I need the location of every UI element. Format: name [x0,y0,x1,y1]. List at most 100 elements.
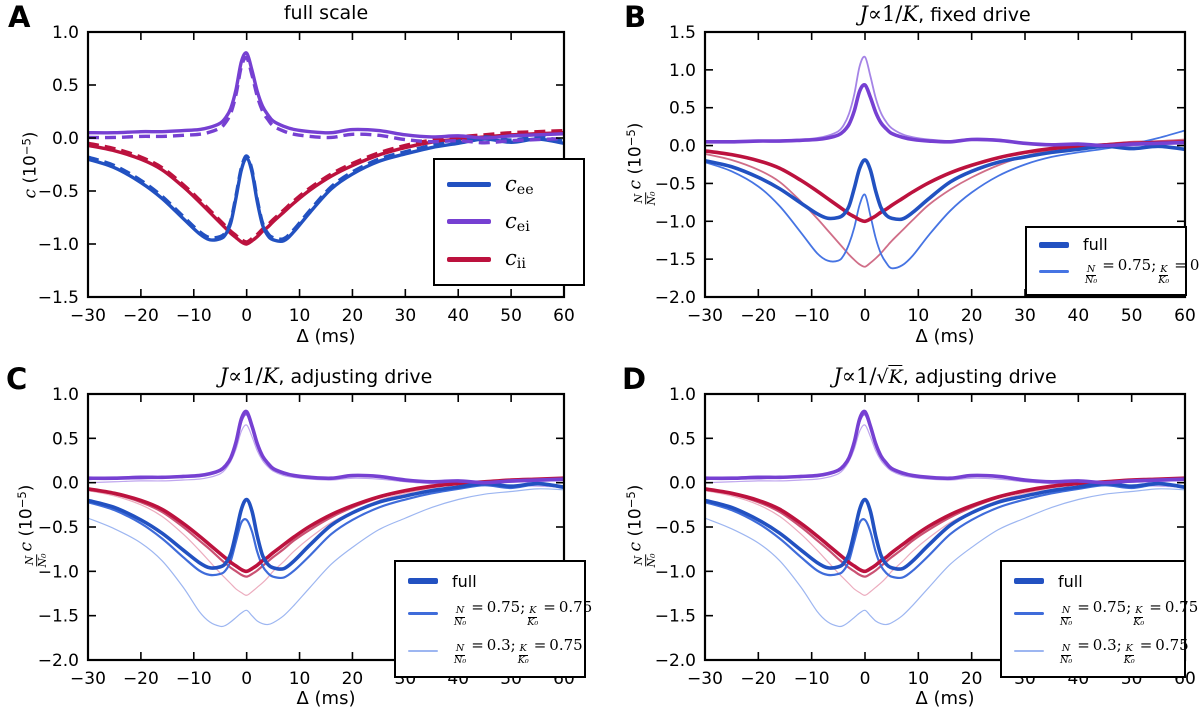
legend-row: full [408,572,572,591]
y-tick-label: 1.0 [52,23,79,43]
y-tick-label: −0.5 [655,174,696,194]
curve-cee-full [705,144,1185,222]
legend-row: cee [447,172,571,198]
y-tick-label: 1.0 [52,385,79,405]
panel-d: −30 −20 −10 0 10 20 30 40 50 60 1.0 0.5 0.0 −0.5 −1.0−… [600,362,1200,724]
legend-line-sample [408,611,438,615]
y-axis-label: c (10−5) [19,131,41,198]
panel-c: −30 −20 −10 0 10 20 30 40 50 60 1.0 0.5 0.0 −0.5 −1.0−… [0,362,600,724]
y-tick-label: −1.0 [38,562,79,582]
curve-cee-30-adj [88,488,564,628]
legend-line-sample [408,650,438,652]
panel-letter-a: A [8,0,31,34]
y-tick-label: −1.5 [655,607,696,627]
legend-label: full [452,571,477,591]
tick-labels: −30 −20 −10 0 10 20 30 40 50 60 1.5 1.0 0.5 0.0 −0.5 −1… [655,23,1196,326]
curve-cee-full [88,481,564,571]
y-axis-label: N N₀ c (10−5) [15,484,49,568]
y-tick-label: 0.0 [52,129,79,149]
curve-cei-full [88,409,564,485]
x-tick-label: −10 [794,306,830,326]
tick-labels: −30 −20 −10 0 10 20 30 40 50 60 1.0 0.5 0.0 −0.5 −1.0 −… [38,23,575,326]
x-tick-label: 40 [1068,306,1090,326]
curve-cei-full [705,409,1185,485]
x-tick-label: 0 [860,306,871,326]
plot-area-c: −30 −20 −10 0 10 20 30 40 50 601.00.50.0−0.5−1.0−… [38,385,575,689]
legend: full N N₀ = 0.75; K K₀ = 0.75 N N₀ = 0.3; K K₀ =… [1000,560,1198,678]
x-tick-label: 60 [1174,306,1196,326]
curve-cee-75-adj [705,483,1185,580]
x-tick-label: 30 [395,306,417,326]
legend-label: N N₀ = 0.3; K K₀ = 0.75 [1060,635,1189,666]
legend-line-sample [1014,650,1044,652]
x-tick-label: −10 [176,669,212,689]
x-tick-label: 10 [289,669,311,689]
x-tick-label: 40 [447,306,469,326]
y-tick-label: −0.5 [655,518,696,538]
x-tick-label: 30 [1014,306,1036,326]
x-tick-label: 60 [553,306,575,326]
x-tick-label: −30 [70,669,106,689]
plot-spines [703,30,1187,299]
curve-cee-75-fixed [705,129,1185,270]
legend-row: full [1039,235,1173,254]
x-tick-label: 50 [1121,306,1143,326]
panel-title: J∝1/K, adjusting drive [219,364,433,388]
y-axis-label: N N₀ c (10−5) [624,484,658,568]
x-tick-label: −20 [740,306,776,326]
x-tick-label: −30 [687,306,723,326]
legend-row: cii [447,246,571,272]
panel-b: −30 −20 −10 0 10 20 30 40 50 60 1.5 1.0 0.5 0.0 −0.5 −1… [600,0,1200,362]
curve-cee-30-adj [705,488,1185,628]
legend-label: NN₀ = 0.75;KK₀ = 0.75 [1085,256,1200,287]
legend-label: N N₀ = 0.3; K K₀ = 0.75 [454,635,583,666]
legend-line-sample [1014,611,1044,615]
y-tick-label: 0.0 [669,474,696,494]
y-tick-label: 0.5 [52,76,79,96]
x-tick-label: 20 [342,669,364,689]
legend-line-sample [447,256,491,262]
legend-line-sample [447,182,491,188]
x-tick-label: 10 [289,306,311,326]
x-tick-label: −30 [70,306,106,326]
legend-line-sample [1039,241,1069,248]
y-tick-label: −2.0 [38,651,79,671]
y-tick-label: −2.0 [655,651,696,671]
curve-cee-sim [88,137,564,244]
x-axis-label: Δ (ms) [296,688,356,709]
legend: full NN₀ = 0.75;KK₀ = 0.75 [1025,226,1200,296]
curve-cei-sim [88,51,564,140]
legend-row: NN₀ = 0.75;KK₀ = 0.75 [1039,256,1200,286]
panel-a: −30 −20 −10 0 10 20 30 40 50 60 1.0 0.5 0.0 −0.5 −1.0 −… [0,0,600,362]
y-tick-label: 1.0 [669,61,696,81]
y-tick-label: −1.0 [655,562,696,582]
y-tick-label: −0.5 [38,182,79,202]
panel-letter-b: B [624,0,647,34]
legend-row: N N₀ = 0.3; K K₀ = 0.75 [1014,636,1189,666]
curve-cii-full [88,476,564,574]
x-tick-label: −10 [794,669,830,689]
x-tick-label: 10 [908,306,930,326]
y-axis-label: N N₀ c (10−5) [624,122,658,205]
y-tick-label: 1.0 [669,385,696,405]
curve-cii-full [705,139,1185,224]
y-tick-label: −1.0 [38,235,79,255]
panel-letter-c: C [6,362,28,396]
x-tick-label: 50 [500,306,522,326]
legend-line-sample [1039,270,1069,273]
x-tick-label: 20 [961,669,983,689]
y-tick-label: 0.5 [669,99,696,119]
y-tick-label: 1.5 [669,23,696,43]
legend-label: cee [505,171,534,198]
curve-cei-75-adj [705,413,1185,484]
y-tick-label: 0.0 [52,474,79,494]
y-tick-label: −1.5 [38,607,79,627]
x-tick-label: 0 [241,306,252,326]
curve-cii-full [705,476,1185,574]
y-tick-label: −1.5 [655,250,696,270]
curve-cee-full [705,481,1185,571]
